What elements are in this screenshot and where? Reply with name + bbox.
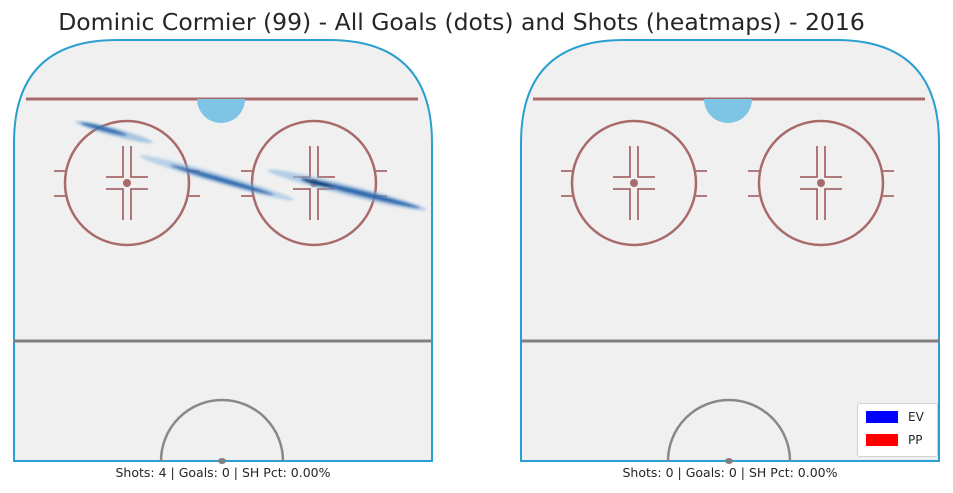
faceoff-circle-right: [748, 119, 894, 247]
center-dot: [218, 458, 226, 464]
center-dot: [725, 458, 733, 464]
legend-swatch-pp: [866, 434, 898, 446]
faceoff-circle-left: [561, 119, 707, 247]
center-circle: [666, 398, 792, 462]
shot-heatmap: [75, 120, 427, 211]
shot-density-2-core: [170, 164, 274, 196]
legend-entry-ev: EV: [866, 409, 924, 425]
rink-panel-left: [12, 38, 434, 464]
rink-panel-right: [519, 38, 941, 464]
goal-crease: [704, 99, 752, 123]
stats-label-left: Shots: 4 | Goals: 0 | SH Pct: 0.00%: [115, 465, 331, 480]
rink-left-svg: [13, 39, 433, 464]
shot-density-3-peak: [301, 178, 333, 188]
legend-label-pp: PP: [908, 433, 923, 447]
legend-entry-pp: PP: [866, 432, 922, 448]
legend: EV PP: [857, 403, 938, 457]
center-circle: [159, 398, 285, 462]
legend-swatch-ev: [866, 411, 898, 423]
rink-ice: [520, 39, 940, 462]
rink-right-svg: [520, 39, 940, 464]
rink-ice: [13, 39, 433, 462]
shot-density-1-core: [80, 122, 128, 136]
faceoff-circle-left: [54, 119, 200, 247]
stats-label-right: Shots: 0 | Goals: 0 | SH Pct: 0.00%: [622, 465, 838, 480]
goal-crease: [197, 99, 245, 123]
legend-label-ev: EV: [908, 410, 924, 424]
chart-title: Dominic Cormier (99) - All Goals (dots) …: [58, 8, 865, 36]
